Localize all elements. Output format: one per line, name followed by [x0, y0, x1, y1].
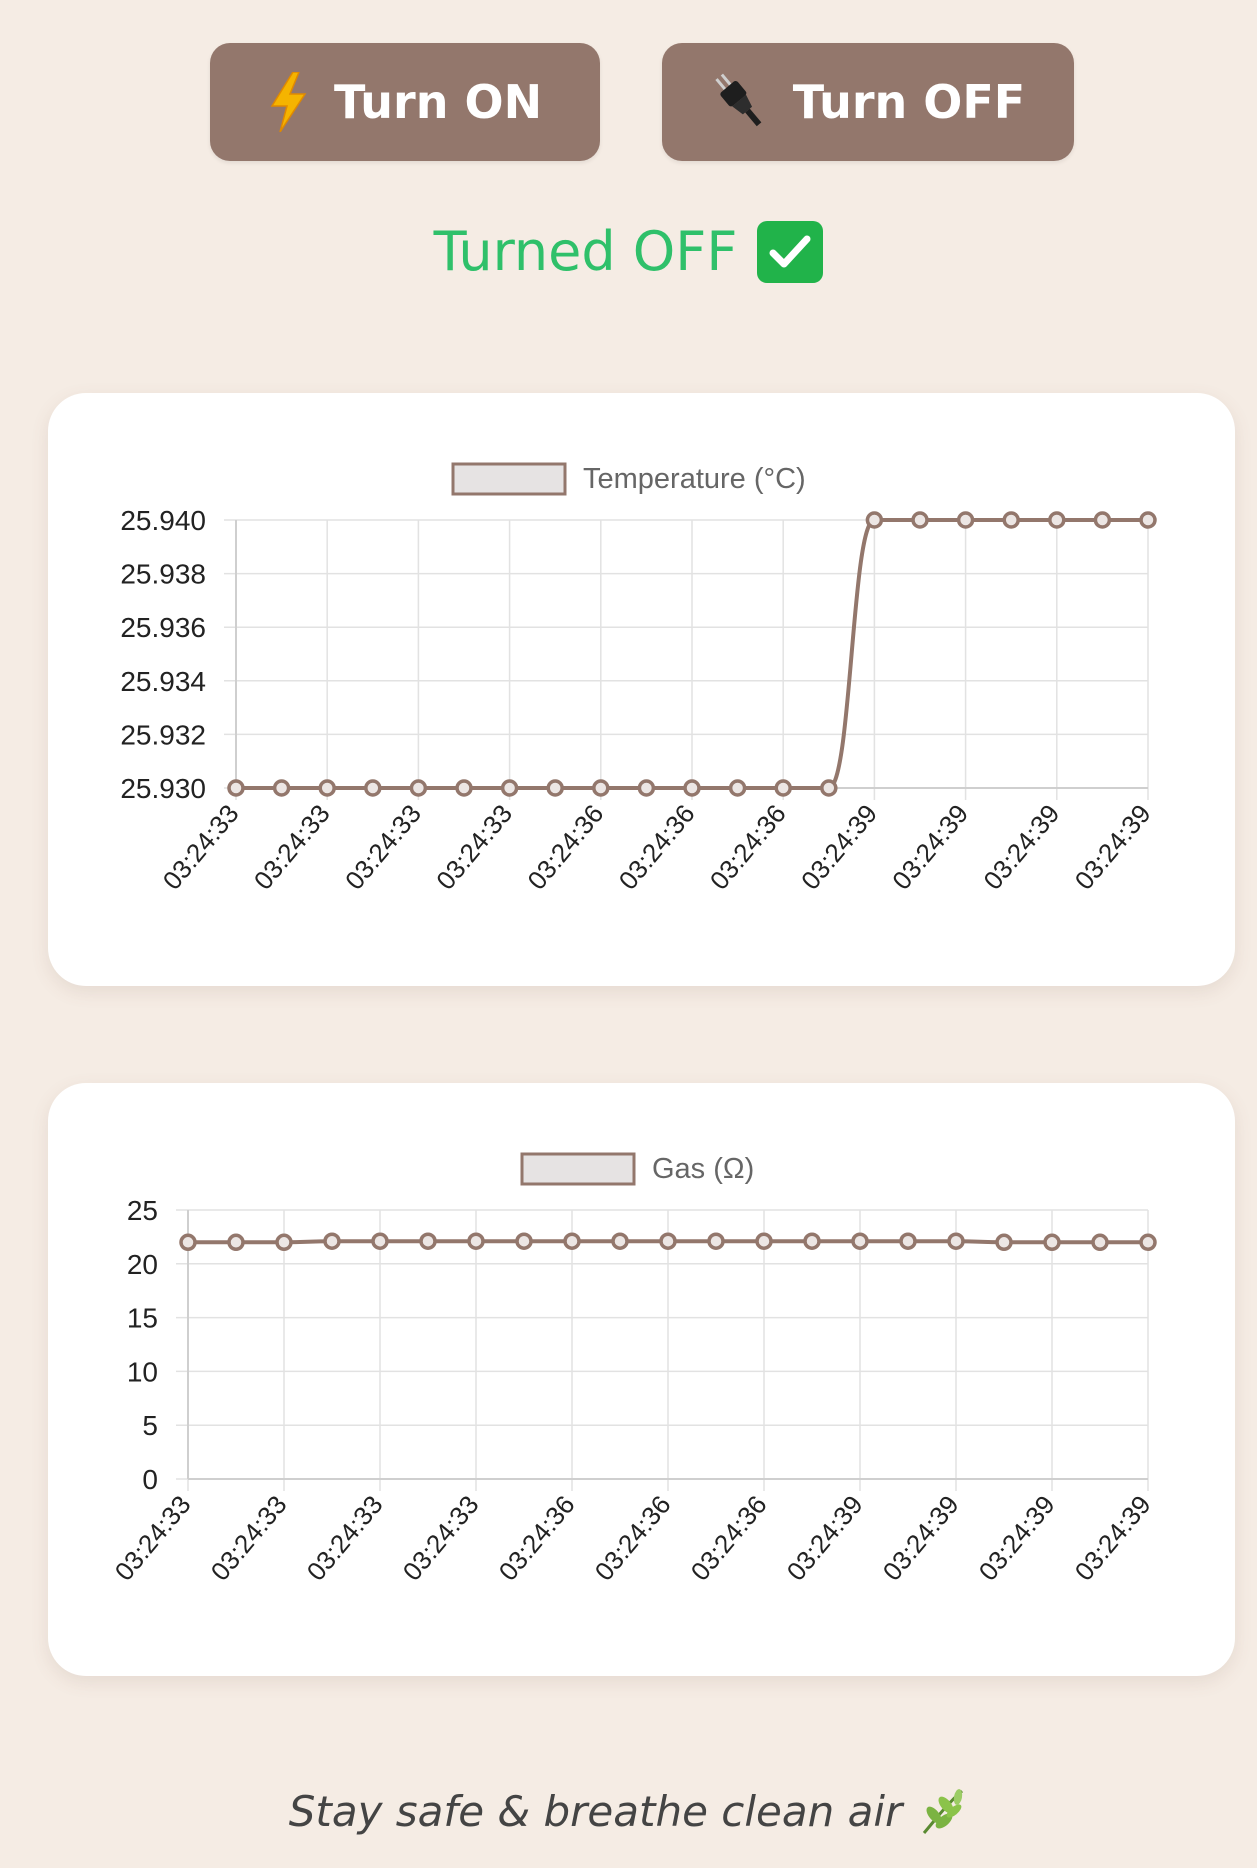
x-tick-label: 03:24:36 — [704, 799, 792, 896]
x-tick-label: 03:24:39 — [1069, 799, 1157, 896]
data-point — [911, 511, 929, 529]
x-tick-label: 03:24:39 — [886, 799, 974, 896]
data-point — [774, 779, 792, 797]
y-tick-label: 20 — [127, 1249, 158, 1280]
x-tick-label: 03:24:39 — [973, 1490, 1061, 1587]
data-point — [1093, 511, 1112, 529]
x-tick-label: 03:24:33 — [157, 799, 245, 896]
y-tick-label: 25.932 — [120, 719, 206, 750]
data-point — [820, 779, 838, 797]
data-point — [956, 511, 975, 529]
data-point — [592, 779, 610, 797]
data-point — [851, 1232, 869, 1250]
data-point — [611, 1232, 629, 1250]
data-point — [707, 1232, 725, 1250]
x-tick-label: 03:24:36 — [613, 799, 701, 896]
lightning-bolt-icon — [268, 72, 308, 132]
data-point — [275, 1233, 293, 1252]
data-point — [683, 779, 701, 797]
turn-on-label: Turn ON — [333, 75, 543, 129]
data-point — [515, 1232, 533, 1250]
y-tick-label: 25 — [127, 1195, 158, 1226]
data-point — [318, 779, 336, 797]
y-tick-label: 0 — [142, 1464, 158, 1495]
temperature-chart-card: Temperature (°C) 25.940 25.938 25.936 25.934… — [48, 393, 1235, 986]
data-point — [227, 1233, 245, 1252]
data-point — [637, 779, 656, 797]
turn-off-button[interactable]: Turn OFF — [662, 43, 1074, 161]
series-line — [235, 518, 1148, 790]
footer-message: Stay safe & breathe clean air — [0, 1785, 1257, 1837]
x-tick-label: 03:24:36 — [493, 1490, 581, 1587]
data-point — [899, 1232, 917, 1250]
electric-plug-icon — [711, 70, 767, 134]
data-point — [409, 779, 428, 797]
data-point — [419, 1232, 437, 1250]
legend-label: Gas (Ω) — [652, 1153, 754, 1185]
chart-legend: Temperature (°C) — [451, 462, 806, 496]
footer-text: Stay safe & breathe clean air — [288, 1786, 903, 1836]
x-tick-label: 03:24:39 — [781, 1490, 869, 1587]
y-tick-label: 10 — [127, 1356, 158, 1387]
data-point — [755, 1232, 773, 1250]
data-point — [227, 779, 245, 797]
data-point — [1002, 511, 1020, 529]
turn-off-label: Turn OFF — [792, 75, 1026, 129]
data-point — [272, 779, 291, 797]
x-tick-label: 03:24:36 — [521, 799, 609, 896]
y-tick-label: 15 — [127, 1303, 158, 1334]
legend-label: Temperature (°C) — [583, 463, 806, 495]
data-point — [728, 779, 747, 797]
y-tick-label: 5 — [142, 1410, 158, 1441]
gas-chart-card: Gas (Ω) 25 20 15 10 5 0 03:24:33 03:24:33 03:24:3… — [48, 1083, 1235, 1676]
data-point — [865, 511, 884, 529]
data-point — [563, 1232, 581, 1250]
x-tick-label: 03:24:39 — [795, 799, 883, 896]
temperature-chart: Temperature (°C) 25.940 25.938 25.936 25.934… — [120, 462, 1157, 896]
data-point — [500, 779, 519, 797]
legend-swatch — [520, 1152, 636, 1186]
x-tick-label: 03:24:36 — [589, 1490, 677, 1587]
status-text: Turned OFF — [433, 220, 738, 283]
x-tick-label: 03:24:33 — [248, 799, 336, 896]
data-point — [1048, 511, 1066, 529]
turn-on-button[interactable]: Turn ON — [210, 43, 600, 161]
chart-legend: Gas (Ω) — [520, 1152, 754, 1186]
check-mark-icon — [757, 220, 824, 283]
data-point — [546, 779, 564, 797]
x-tick-label: 03:24:33 — [109, 1490, 197, 1587]
data-point — [455, 779, 473, 797]
y-tick-label: 25.936 — [120, 612, 206, 643]
x-tick-label: 03:24:39 — [877, 1490, 965, 1587]
x-tick-label: 03:24:33 — [301, 1490, 389, 1587]
y-tick-label: 25.938 — [120, 559, 206, 590]
x-tick-label: 03:24:39 — [1069, 1490, 1157, 1587]
x-tick-label: 03:24:33 — [430, 799, 518, 896]
data-point — [803, 1232, 821, 1250]
data-point — [323, 1232, 341, 1250]
data-point — [364, 779, 382, 797]
data-point — [947, 1232, 965, 1250]
data-point — [995, 1233, 1013, 1252]
status-message: Turned OFF — [0, 220, 1257, 283]
x-tick-label: 03:24:33 — [205, 1490, 293, 1587]
data-point — [371, 1232, 389, 1250]
data-point — [1139, 511, 1157, 529]
x-tick-label: 03:24:33 — [397, 1490, 485, 1587]
x-tick-label: 03:24:36 — [685, 1490, 773, 1587]
y-tick-label: 25.940 — [120, 505, 206, 536]
y-tick-label: 25.934 — [120, 666, 206, 697]
data-point — [179, 1233, 197, 1252]
data-point — [659, 1232, 677, 1250]
data-point — [1043, 1233, 1061, 1252]
data-point — [1091, 1233, 1109, 1252]
x-tick-label: 03:24:33 — [339, 799, 427, 896]
data-point — [1139, 1233, 1157, 1252]
x-tick-label: 03:24:39 — [977, 799, 1065, 896]
legend-swatch — [451, 462, 567, 496]
y-tick-label: 25.930 — [120, 773, 206, 804]
data-point — [467, 1232, 485, 1250]
herb-leaf-icon — [916, 1785, 968, 1837]
